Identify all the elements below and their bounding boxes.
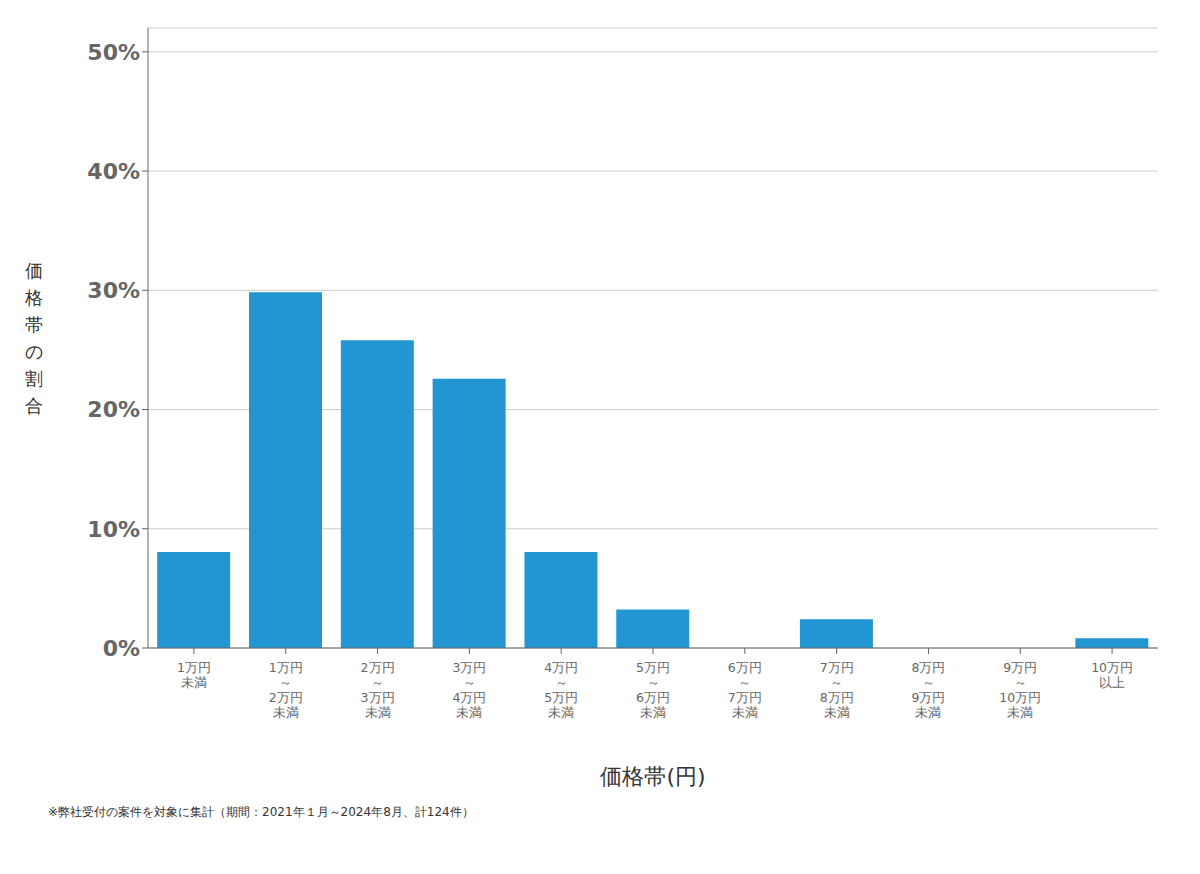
- svg-text:5万円～6万円未満: 5万円～6万円未満: [636, 660, 670, 720]
- html-text:※弊社受付の案件を対象に集計（期間：2021年１月～2024: ※弊社受付の案件を対象に集計（期間：2021年１月～2024年8月、計124件）: [48, 805, 474, 819]
- svg-text:3万円～4万円未満: 3万円～4万円未満: [452, 660, 486, 720]
- svg-text:8万円～9万円未満: 8万円～9万円未満: [911, 660, 945, 720]
- svg-text:6万円～7万円未満: 6万円～7万円未満: [728, 660, 762, 720]
- svg-text:7万円～8万円未満: 7万円～8万円未満: [820, 660, 854, 720]
- svg-text:0%: 0%: [103, 636, 140, 661]
- svg-text:50%: 50%: [87, 40, 140, 65]
- svg-text:10%: 10%: [87, 517, 140, 542]
- svg-text:2万円～3万円未満: 2万円～3万円未満: [361, 660, 395, 720]
- svg-text:価格帯の割合: 価格帯の割合: [24, 260, 43, 416]
- svg-text:30%: 30%: [87, 278, 140, 303]
- svg-text:1万円未満: 1万円未満: [177, 660, 211, 690]
- svg-text:10万円以上: 10万円以上: [1091, 660, 1133, 690]
- svg-text:1万円～2万円未満: 1万円～2万円未満: [269, 660, 303, 720]
- svg-text:4万円～5万円未満: 4万円～5万円未満: [544, 660, 578, 720]
- svg-text:価格帯(円): 価格帯(円): [600, 764, 705, 789]
- svg-text:9万円～10万円未満: 9万円～10万円未満: [999, 660, 1041, 720]
- svg-text:20%: 20%: [87, 397, 140, 422]
- svg-text:40%: 40%: [87, 159, 140, 184]
